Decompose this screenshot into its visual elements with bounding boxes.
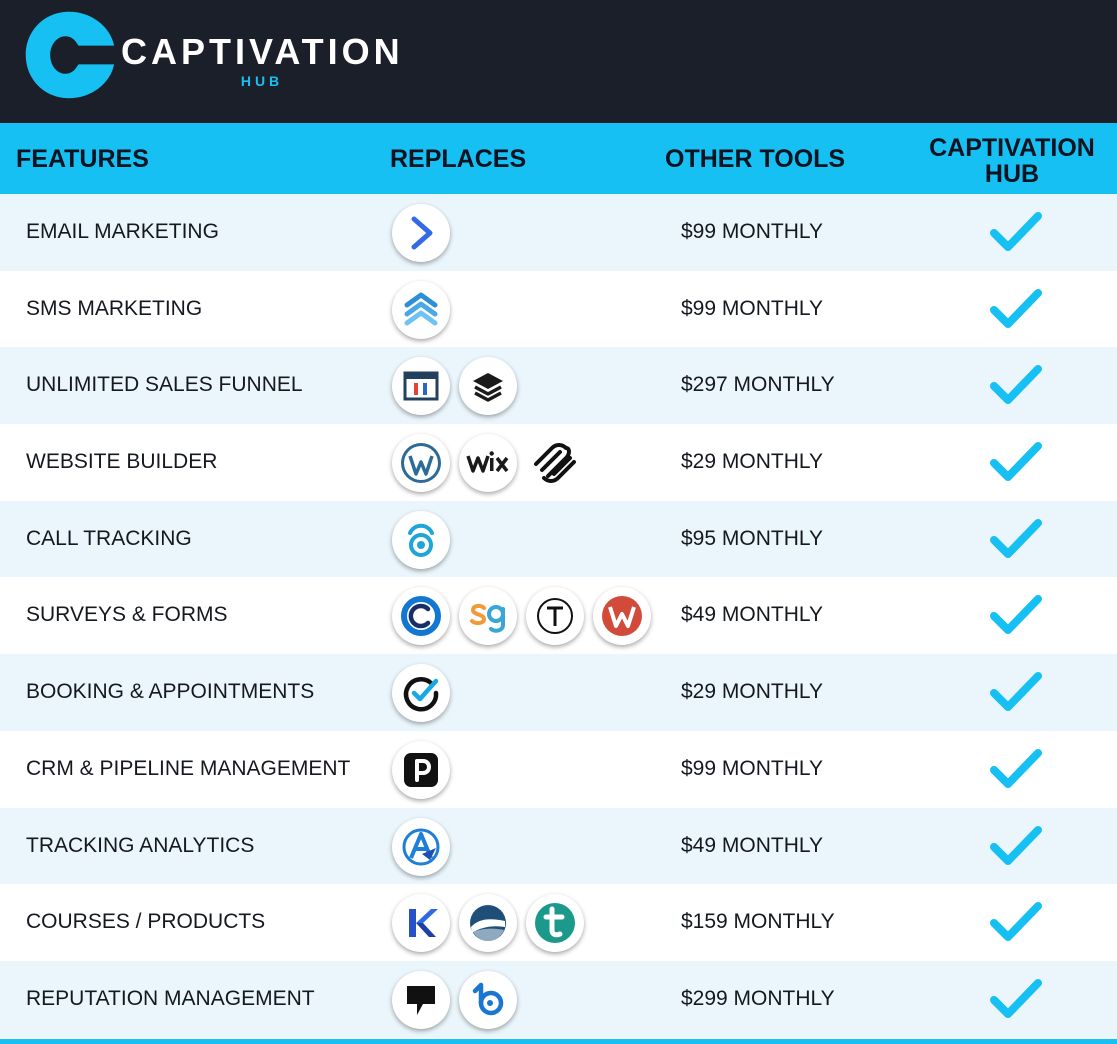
table-row: SURVEYS & FORMS (0, 577, 1117, 654)
checkmark-icon (990, 672, 1042, 712)
brand-subtitle: HUB (240, 73, 284, 89)
header-other-tools: OTHER TOOLS (665, 145, 846, 173)
cognito-icon (392, 587, 450, 646)
feature-label: EMAIL MARKETING (26, 220, 219, 243)
table-row: EMAIL MARKETING $99 MONTHLY (0, 194, 1117, 271)
checkmark-icon (990, 825, 1042, 865)
calltracking-icon (392, 510, 450, 569)
header-hub-line1: CAPTIVATION (929, 134, 1095, 162)
checkmark-icon (990, 902, 1042, 942)
other-tools-price: $159 MONTHLY (681, 910, 835, 934)
birdeye-icon (459, 970, 517, 1029)
table-row: REPUTATION MANAGEMENT $299 MONTHLY (0, 960, 1117, 1038)
squarespace-icon (526, 434, 584, 492)
other-tools-price: $95 MONTHLY (681, 526, 823, 550)
header-replaces: REPLACES (390, 145, 527, 173)
teachable-icon (526, 894, 584, 953)
checkmark-icon (990, 288, 1042, 328)
other-tools-price: $99 MONTHLY (681, 220, 823, 243)
feature-label: BOOKING & APPOINTMENTS (26, 680, 315, 704)
other-tools-price: $29 MONTHLY (681, 450, 823, 474)
thinkific-icon (459, 894, 517, 953)
comparison-table: EMAIL MARKETING $99 MONTHLY SMS MARKETIN… (0, 194, 1117, 1038)
other-tools-price: $99 MONTHLY (681, 756, 823, 780)
surveygizmo-icon (459, 587, 517, 646)
captivation-logo-icon (25, 11, 115, 99)
feature-label: SMS MARKETING (26, 296, 203, 320)
checkmark-icon (990, 595, 1042, 635)
layers-icon (459, 357, 517, 416)
checkmark-icon (990, 518, 1042, 558)
checkmark-icon (990, 748, 1042, 788)
acuity-icon (392, 664, 450, 723)
feature-label: REPUTATION MANAGEMENT (26, 986, 315, 1010)
table-row: UNLIMITED SALES FUNNEL $297 MONTHLY (0, 347, 1117, 425)
other-tools-price: $299 MONTHLY (681, 986, 835, 1010)
bottom-accent-bar (0, 1039, 1117, 1044)
activecampaign-icon (392, 204, 450, 262)
typeform-icon (526, 587, 584, 646)
wordpress-icon (392, 434, 450, 493)
kajabi-icon (392, 894, 450, 953)
checkmark-icon (990, 442, 1042, 482)
table-row: CALL TRACKING $95 MONTHLY (0, 500, 1117, 578)
other-tools-price: $99 MONTHLY (681, 296, 823, 320)
checkmark-icon (990, 365, 1042, 405)
other-tools-price: $29 MONTHLY (681, 680, 823, 704)
brand-header: CAPTIVATION HUB (0, 0, 1117, 123)
other-tools-price: $49 MONTHLY (681, 603, 823, 627)
checkmark-icon (990, 978, 1042, 1018)
pipedrive-icon (392, 740, 450, 799)
header-hub-line2: HUB (984, 160, 1040, 188)
other-tools-price: $297 MONTHLY (681, 373, 835, 397)
feature-label: TRACKING ANALYTICS (26, 833, 255, 857)
analytics-icon (392, 817, 450, 876)
header-captivation-hub: CAPTIVATION HUB (915, 135, 1109, 187)
wufoo-icon (593, 587, 651, 646)
clickfunnels-icon (392, 357, 450, 416)
brand-name: CAPTIVATION (121, 31, 404, 72)
feature-label: CRM & PIPELINE MANAGEMENT (26, 756, 351, 780)
feature-label: COURSES / PRODUCTS (26, 910, 266, 934)
wix-icon (459, 434, 517, 493)
checkmark-icon (990, 212, 1042, 251)
chevrons-up-icon (392, 280, 450, 339)
feature-label: CALL TRACKING (26, 526, 192, 550)
table-row: WEBSITE BUILDER (0, 424, 1117, 501)
podium-icon (392, 970, 450, 1029)
feature-label: WEBSITE BUILDER (26, 450, 218, 474)
table-row: TRACKING ANALYTICS $49 MONTHLY (0, 807, 1117, 885)
table-header: FEATURES REPLACES OTHER TOOLS CAPTIVATIO… (0, 123, 1117, 194)
table-row: BOOKING & APPOINTMENTS $29 MONTHLY (0, 654, 1117, 731)
other-tools-price: $49 MONTHLY (681, 833, 823, 857)
header-features: FEATURES (16, 145, 149, 173)
table-row: SMS MARKETING $99 MONTHLY (0, 271, 1117, 348)
feature-label: UNLIMITED SALES FUNNEL (26, 373, 303, 397)
table-row: COURSES / PRODUCTS (0, 884, 1117, 961)
feature-label: SURVEYS & FORMS (26, 603, 228, 627)
table-row: CRM & PIPELINE MANAGEMENT $99 MONTHLY (0, 731, 1117, 808)
